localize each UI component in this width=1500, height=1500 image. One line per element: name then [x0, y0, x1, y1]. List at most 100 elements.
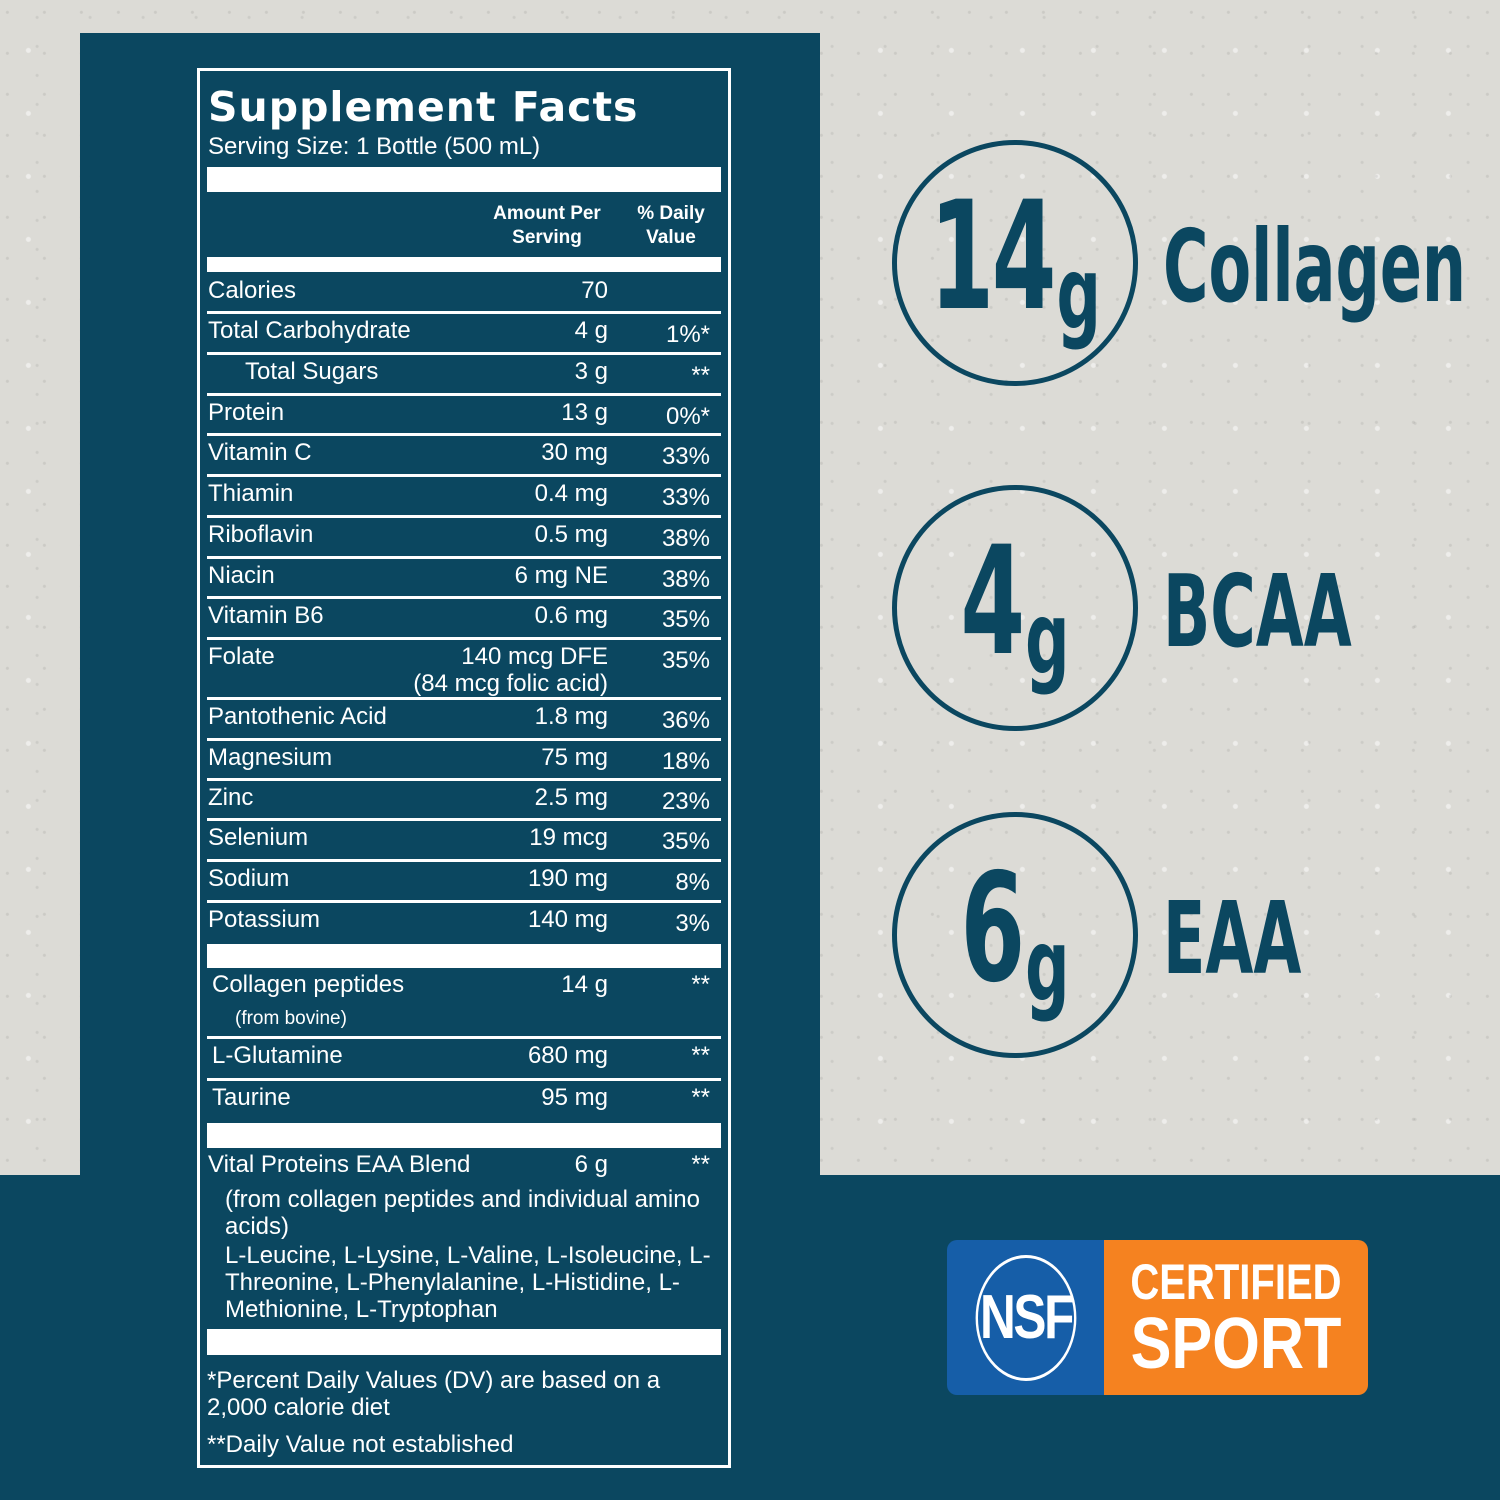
- nutrient-amount: 2.5 mg: [534, 784, 608, 811]
- highlight-label: Collagen: [1163, 208, 1467, 325]
- nutrient-amount: 0.4 mg: [534, 480, 608, 507]
- nutrient-dv: 33%: [661, 443, 710, 470]
- highlight-value: 14 g: [892, 140, 1138, 386]
- nutrient-row: Total Sugars 3 g **: [207, 355, 721, 396]
- nutrient-dv: 38%: [661, 566, 710, 593]
- nutrient-dv: 0%*: [665, 403, 710, 430]
- nutrient-row: Calories 70: [207, 274, 721, 314]
- nutrient-amount: 70: [581, 277, 608, 304]
- footnote-not-established: **Daily Value not established: [207, 1431, 514, 1458]
- nutrient-amount: 30 mg: [541, 439, 608, 466]
- nutrient-name: Riboflavin: [208, 521, 314, 548]
- nutrient-amount: 95 mg: [541, 1084, 608, 1111]
- nutrient-amount: 0.5 mg: [534, 521, 608, 548]
- label-title: Supplement Facts: [208, 83, 639, 131]
- nutrient-name: Pantothenic Acid: [208, 703, 387, 730]
- nutrient-name: Folate: [208, 643, 275, 670]
- circle-badge: [892, 812, 1138, 1058]
- nutrient-name: Vitamin C: [208, 439, 312, 466]
- nutrient-dv: **: [691, 1042, 710, 1069]
- nutrient-row: Thiamin 0.4 mg 33%: [207, 477, 721, 518]
- nutrient-dv: 35%: [661, 647, 710, 674]
- supplement-facts-label: Supplement Facts Serving Size: 1 Bottle …: [197, 68, 731, 1468]
- nutrient-dv: 33%: [661, 484, 710, 511]
- divider: [207, 167, 721, 192]
- highlight-value: 6 g: [892, 812, 1138, 1058]
- highlight-amount: 14: [929, 170, 1056, 344]
- nutrient-row: Protein 13 g 0%*: [207, 396, 721, 436]
- nutrient-amount: 680 mg: [527, 1042, 608, 1069]
- footnote-dv: *Percent Daily Values (DV) are based on …: [207, 1367, 661, 1421]
- nutrient-row: Vitamin C 30 mg 33%: [207, 436, 721, 477]
- nutrient-row: Magnesium 75 mg 18%: [207, 741, 721, 781]
- nutrient-name: L-Glutamine: [212, 1042, 343, 1069]
- nutrient-dv: 23%: [661, 788, 710, 815]
- nutrient-name: Thiamin: [208, 480, 294, 507]
- nutrient-name: Total Sugars: [245, 358, 379, 385]
- divider: [207, 1123, 721, 1148]
- nutrient-name: Total Carbohydrate: [208, 317, 411, 344]
- nutrient-dv: 35%: [661, 606, 710, 633]
- nutrient-dv: **: [691, 1084, 710, 1111]
- blend-description: (from collagen peptides and individual a…: [225, 1186, 700, 1240]
- nutrient-dv: 35%: [661, 828, 710, 855]
- highlight-amount: 6: [960, 842, 1025, 1016]
- nutrient-dv: 36%: [661, 707, 710, 734]
- nutrient-amount: 1.8 mg: [534, 703, 608, 730]
- nutrient-name: Collagen peptides: [212, 971, 405, 998]
- nutrient-amount: 140 mg: [527, 906, 608, 933]
- circle-badge: [892, 140, 1138, 386]
- nutrient-name: Niacin: [208, 562, 275, 589]
- blend-dv: **: [691, 1151, 710, 1178]
- nutrient-row: Selenium 19 mcg 35%: [207, 821, 721, 862]
- nutrient-dv: 3%: [675, 910, 710, 937]
- col-amount-header: Amount Per Serving: [493, 203, 601, 248]
- divider: [207, 944, 721, 968]
- nutrient-amount: 6 mg NE: [514, 562, 608, 589]
- nutrient-name: Protein: [208, 399, 285, 426]
- nutrient-amount: 4 g: [574, 317, 608, 344]
- nutrient-source: (from bovine): [235, 1008, 347, 1029]
- nutrient-amount: 19 mcg: [529, 824, 608, 851]
- nutrient-name: Vitamin B6: [208, 602, 324, 629]
- nutrient-dv: 38%: [661, 525, 710, 552]
- nutrient-name: Taurine: [212, 1084, 291, 1111]
- nutrient-name: Magnesium: [208, 744, 333, 771]
- nutrient-name: Sodium: [208, 865, 290, 892]
- nutrient-row: Pantothenic Acid 1.8 mg 36%: [207, 700, 721, 741]
- blend-name: Vital Proteins EAA Blend: [208, 1151, 471, 1178]
- nutrient-amount: 140 mcg DFE: [461, 643, 608, 670]
- nutrient-amount-detail: (84 mcg folic acid): [413, 670, 608, 697]
- nutrient-name: Potassium: [208, 906, 321, 933]
- highlight-amount: 4: [960, 515, 1025, 689]
- divider: [207, 1329, 721, 1355]
- badge-sport: SPORT: [1130, 1303, 1342, 1384]
- nsf-certified-sport-badge: NSF CERTIFIED SPORT: [947, 1240, 1368, 1395]
- nutrient-row: Niacin 6 mg NE 38%: [207, 559, 721, 599]
- eaa-blend-row: Vital Proteins EAA Blend 6 g ** (from co…: [207, 1148, 721, 1329]
- blend-amount: 6 g: [574, 1151, 608, 1178]
- nutrient-amount: 13 g: [561, 399, 608, 426]
- badge-certified: CERTIFIED: [1130, 1253, 1342, 1310]
- nutrient-name: Zinc: [208, 784, 254, 811]
- highlight-label: EAA: [1163, 880, 1302, 997]
- circle-badge: [892, 485, 1138, 731]
- nutrient-name: Selenium: [208, 824, 309, 851]
- nutrient-dv: 1%*: [665, 321, 710, 348]
- nutrient-row: Zinc 2.5 mg 23%: [207, 781, 721, 821]
- nutrient-name: Calories: [208, 277, 297, 304]
- nutrient-row: L-Glutamine 680 mg **: [207, 1039, 721, 1081]
- serving-size: Serving Size: 1 Bottle (500 mL): [208, 133, 541, 160]
- nutrient-row: Taurine 95 mg **: [207, 1081, 721, 1123]
- nutrient-row: Riboflavin 0.5 mg 38%: [207, 518, 721, 559]
- nsf-logo: NSF: [975, 1254, 1076, 1381]
- nutrient-dv: 18%: [661, 748, 710, 775]
- nutrient-amount: 14 g: [561, 971, 608, 998]
- divider: [207, 257, 721, 272]
- nutrient-amount: 3 g: [574, 358, 608, 385]
- highlight-value: 4 g: [892, 485, 1138, 731]
- nutrient-amount: 75 mg: [541, 744, 608, 771]
- nutrient-amount: 190 mg: [527, 865, 608, 892]
- nutrient-dv: **: [691, 971, 710, 998]
- nutrient-row: Total Carbohydrate 4 g 1%*: [207, 314, 721, 355]
